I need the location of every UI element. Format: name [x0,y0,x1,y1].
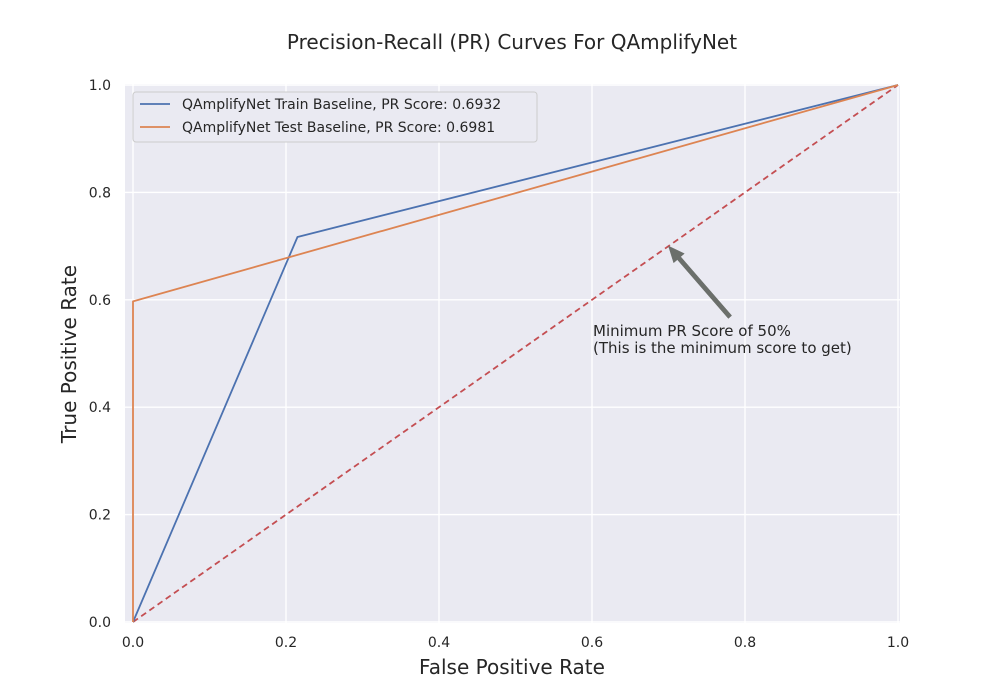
tick-labels: 0.0 0.2 0.4 0.6 0.8 1.0 0.0 0.2 0.4 0.6 0.8 1.0 [89,78,909,651]
y-tick-label: 0.6 [89,293,111,309]
annotation-line-1: Minimum PR Score of 50% [593,322,791,340]
legend-box [132,91,538,143]
plot-area [125,84,900,623]
annotation-line-2: (This is the minimum score to get) [593,339,852,357]
x-tick-label: 0.6 [581,635,603,651]
legend-label-train: QAmplifyNet Train Baseline, PR Score: 0.… [182,97,501,113]
series-line-train [132,84,899,623]
y-tick-label: 0.2 [89,508,111,524]
y-tick-label: 0.0 [89,615,111,631]
x-axis-label: False Positive Rate [419,655,605,679]
y-tick-label: 0.4 [89,400,111,416]
y-tick-label: 0.8 [89,185,111,201]
grid-lines [125,84,900,623]
legend: QAmplifyNet Train Baseline, PR Score: 0.… [132,91,538,143]
annotation-group: Minimum PR Score of 50% (This is the min… [593,245,852,357]
x-tick-label: 0.4 [428,635,450,651]
y-axis-label: True Positive Rate [57,265,81,444]
legend-label-test: QAmplifyNet Test Baseline, PR Score: 0.6… [182,120,495,136]
y-tick-label: 1.0 [89,78,111,94]
annotation-arrow [668,245,733,319]
x-tick-label: 0.2 [275,635,297,651]
series-line-test [132,84,899,622]
series-group [132,84,899,623]
chart-title: Precision-Recall (PR) Curves For QAmplif… [287,30,737,54]
x-tick-label: 0.0 [122,635,144,651]
x-tick-label: 0.8 [734,635,756,651]
reference-line-group [132,84,899,623]
reference-diagonal-line [132,84,899,623]
x-tick-label: 1.0 [887,635,909,651]
